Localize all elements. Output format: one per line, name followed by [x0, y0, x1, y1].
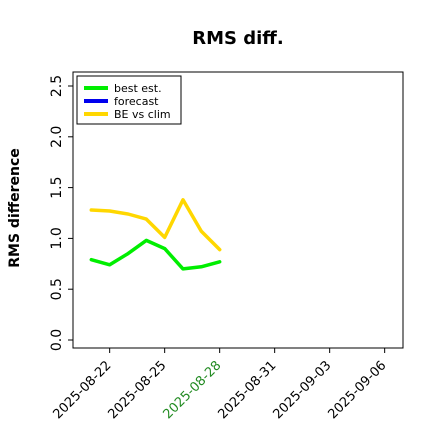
plot-area: [72, 71, 404, 349]
x-tick-label: 2025-09-06: [325, 358, 389, 422]
y-tick-label: 1.0: [49, 227, 65, 249]
series-layer: [89, 198, 222, 271]
legend: best est. forecast BE vs clim: [76, 75, 182, 125]
y-tick-label: 2.5: [49, 75, 65, 97]
y-tick-label: 0.0: [49, 329, 65, 351]
x-tick-label: 2025-08-31: [215, 358, 279, 422]
x-tick-label: 2025-08-28: [160, 358, 224, 422]
legend-label-be-vs-clim: BE vs clim: [114, 108, 171, 121]
y-tick-label: 0.5: [49, 278, 65, 300]
x-tick-label: 2025-08-25: [105, 358, 169, 422]
y-tick-label: 2.0: [49, 126, 65, 148]
x-tick-label: 2025-09-03: [270, 358, 334, 422]
legend-label-forecast: forecast: [114, 95, 159, 108]
legend-label-best-est: best est.: [114, 82, 162, 95]
x-tick-label: 2025-08-22: [50, 358, 114, 422]
y-axis-label: RMS difference: [7, 148, 23, 268]
series-line-be-vs-clim: [89, 198, 222, 252]
y-tick-label: 1.5: [49, 176, 65, 198]
x-axis: 2025-08-222025-08-252025-08-282025-08-31…: [50, 348, 389, 422]
chart-title: RMS diff.: [192, 28, 283, 49]
y-axis: 0.0 0.5 1.0 1.5 2.0 2.5: [49, 75, 73, 351]
series-line-best-est: [89, 238, 222, 271]
